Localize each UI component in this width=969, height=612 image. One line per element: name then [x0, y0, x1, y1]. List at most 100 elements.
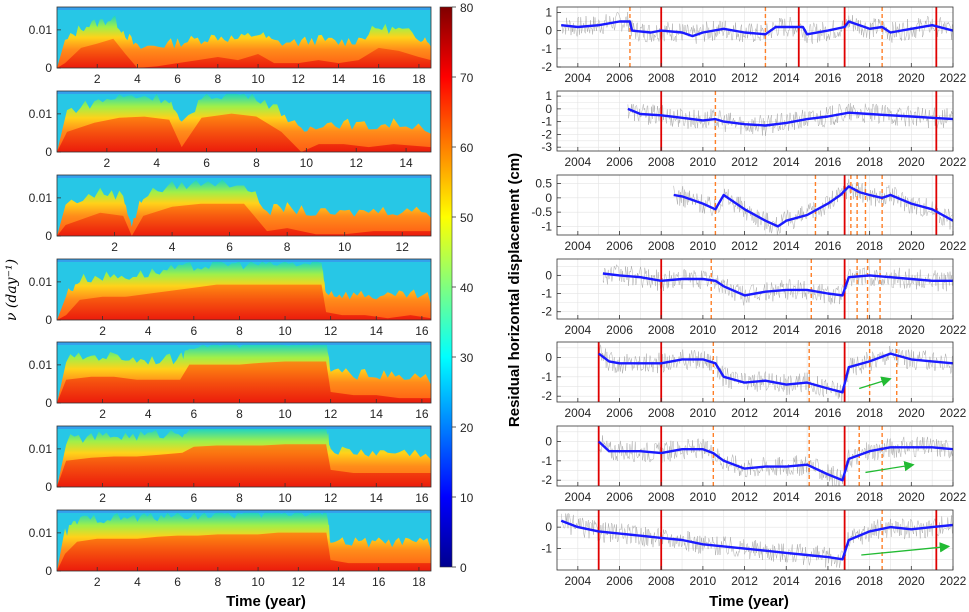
- spectrum-fringe: [57, 259, 431, 262]
- spectrum-core: [57, 444, 431, 487]
- y-tick-label: 1: [545, 89, 552, 103]
- colorbar-tick-label: 50: [460, 211, 474, 225]
- y-tick-label: 0.01: [29, 442, 53, 456]
- x-tick-label: 6: [226, 240, 233, 254]
- x-tick-label: 2008: [648, 71, 675, 85]
- x-tick-label: 2012: [731, 155, 758, 169]
- y-tick-label: -2: [541, 389, 552, 403]
- x-tick-label: 2018: [856, 406, 883, 420]
- spectrum-fringe: [57, 91, 431, 94]
- panel-frame: [56, 258, 432, 321]
- smoothed-displacement: [673, 185, 953, 228]
- displacement-panel: 0 -1 -2 2004 2006 2008 2010 2012 2014 2016 2018 202…: [541, 341, 967, 420]
- x-tick-label: 2004: [564, 155, 591, 169]
- y-tick-label: 0: [45, 396, 52, 410]
- x-tick-label: 2014: [773, 155, 800, 169]
- spectrogram-panel: 0.01 0 2 4 6 8 10 12: [29, 174, 432, 254]
- x-tick-label: 8: [236, 407, 243, 421]
- x-tick-label: 8: [215, 575, 222, 589]
- panel-frame: [56, 509, 432, 572]
- y-tick-label: -2: [541, 305, 552, 319]
- x-tick-label: 2022: [940, 323, 967, 337]
- y-tick-label: 0.01: [29, 107, 53, 121]
- x-tick-label: 14: [332, 72, 346, 86]
- x-tick-label: 6: [190, 491, 197, 505]
- x-tick-label: 6: [203, 156, 210, 170]
- x-tick-label: 4: [145, 491, 152, 505]
- smoothed-displacement: [561, 20, 953, 38]
- x-tick-label: 2018: [856, 323, 883, 337]
- panel-frame: [56, 341, 432, 404]
- x-tick-label: 2016: [815, 323, 842, 337]
- x-tick-label: 2006: [606, 323, 633, 337]
- x-tick-label: 4: [134, 575, 141, 589]
- x-tick-label: 2022: [940, 155, 967, 169]
- y-tick-label: 0: [545, 350, 552, 364]
- x-tick-label: 2006: [606, 490, 633, 504]
- smoothed-displacement: [627, 107, 953, 127]
- x-tick-label: 2022: [940, 71, 967, 85]
- x-tick-label: 8: [253, 156, 260, 170]
- spectrum-fringe: [57, 175, 431, 178]
- spectrum-core: [57, 532, 431, 571]
- displacement-panel: 0 -1 -2 2004 2006 2008 2010 2012 2014 2016 2018 202…: [541, 425, 967, 504]
- x-tick-label: 2010: [690, 406, 717, 420]
- x-tick-label: 14: [370, 407, 384, 421]
- x-tick-label: 2012: [731, 490, 758, 504]
- x-tick-label: 2012: [731, 71, 758, 85]
- x-tick-label: 10: [278, 324, 292, 338]
- displacement-panel: 0 -1 2004 2006 2008 2010 2012 2014 2016 2018 2020 2…: [541, 509, 967, 588]
- trend-arrow: [865, 461, 915, 474]
- colorbar: 80 70 60 50 40 30 20 10 0: [439, 1, 474, 575]
- y-tick-label: -2: [541, 127, 552, 141]
- x-tick-label: 2014: [773, 239, 800, 253]
- colorbar-tick-label: 60: [460, 141, 474, 155]
- x-tick-label: 2020: [898, 323, 925, 337]
- panel-plot: [560, 7, 953, 67]
- x-tick-label: 2010: [690, 574, 717, 588]
- panel-frame: [556, 425, 954, 487]
- x-tick-label: 2004: [564, 239, 591, 253]
- y-tick-label: -1: [541, 42, 552, 56]
- panel-frame: [56, 90, 432, 153]
- panel-image: [57, 510, 431, 571]
- x-tick-label: 12: [292, 575, 306, 589]
- panel-plot: [597, 342, 953, 402]
- panel-image: [57, 259, 431, 320]
- x-tick-label: 12: [396, 240, 410, 254]
- spectrum-energy: [57, 15, 431, 68]
- x-tick-label: 2012: [731, 574, 758, 588]
- x-tick-label: 10: [338, 240, 352, 254]
- x-tick-label: 2010: [690, 155, 717, 169]
- y-tick-label: -0.5: [531, 205, 552, 219]
- panel-frame: [556, 509, 954, 571]
- spectrogram-panel: 0.01 0 2 4 6 8 10 12 14: [29, 90, 432, 170]
- right-y-axis-label: Residual horizontal displacement (cm): [506, 153, 523, 427]
- colorbar-tick-label: 40: [460, 281, 474, 295]
- x-tick-label: 2: [94, 575, 101, 589]
- x-tick-label: 2012: [731, 406, 758, 420]
- panel-frame: [56, 174, 432, 237]
- spectrogram-panel: 0.01 0 2 4 6 8 10 12 14 16: [29, 425, 432, 505]
- colorbar-tick-label: 80: [460, 1, 474, 15]
- x-tick-label: 2010: [690, 71, 717, 85]
- spectrum-fringe: [57, 426, 431, 429]
- spectrogram-panel: 0.01 0 2 4 6 8 10 12 14 16: [29, 258, 432, 338]
- y-tick-label: -1: [541, 115, 552, 129]
- x-tick-label: 2008: [648, 406, 675, 420]
- panel-frame: [56, 425, 432, 488]
- panel-background: [557, 175, 953, 235]
- panel-frame: [556, 90, 954, 152]
- x-tick-label: 2016: [815, 71, 842, 85]
- panel-image: [57, 342, 431, 403]
- x-tick-label: 12: [324, 324, 338, 338]
- x-tick-label: 2004: [564, 574, 591, 588]
- y-tick-label: -1: [541, 454, 552, 468]
- panel-frame: [556, 6, 954, 68]
- x-tick-label: 2020: [898, 490, 925, 504]
- raw-displacement: [560, 513, 953, 568]
- x-tick-label: 2018: [856, 490, 883, 504]
- x-tick-label: 2010: [690, 490, 717, 504]
- x-tick-label: 2016: [815, 490, 842, 504]
- x-tick-label: 2012: [731, 323, 758, 337]
